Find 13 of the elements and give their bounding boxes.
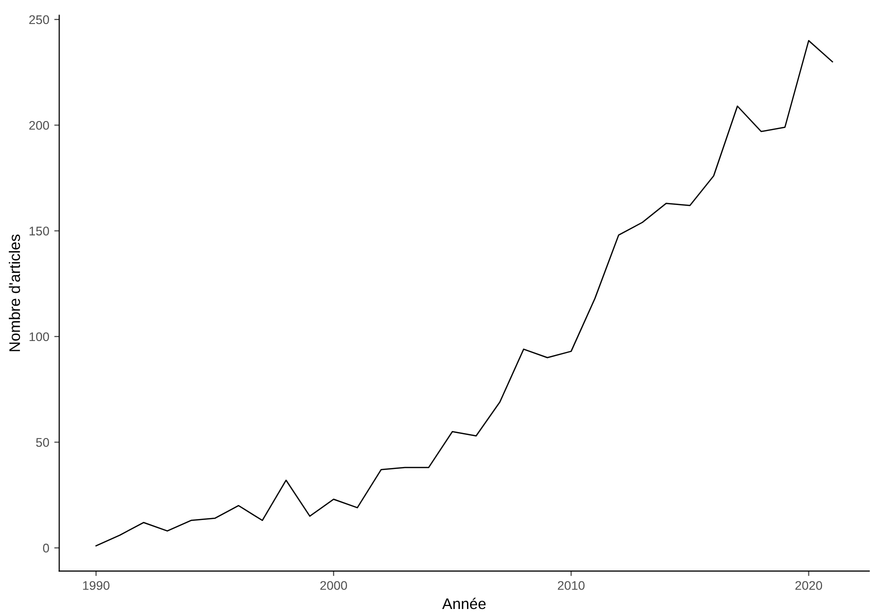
y-axis-title: Nombre d'articles <box>8 234 20 352</box>
x-tick-label: 1990 <box>83 581 110 590</box>
x-axis-title: Année <box>442 598 486 610</box>
x-tick-label: 2010 <box>558 581 585 590</box>
y-tick-label: 200 <box>29 120 50 130</box>
x-tick-label: 2020 <box>795 581 822 590</box>
y-tick-label: 100 <box>30 332 50 342</box>
x-tick-label: 2000 <box>320 581 348 590</box>
line-series <box>95 40 834 546</box>
y-tick-label: 0 <box>43 544 50 553</box>
y-tick-label: 50 <box>36 438 50 447</box>
y-tick-label: 150 <box>30 226 50 236</box>
y-tick-label: 250 <box>29 15 50 24</box>
